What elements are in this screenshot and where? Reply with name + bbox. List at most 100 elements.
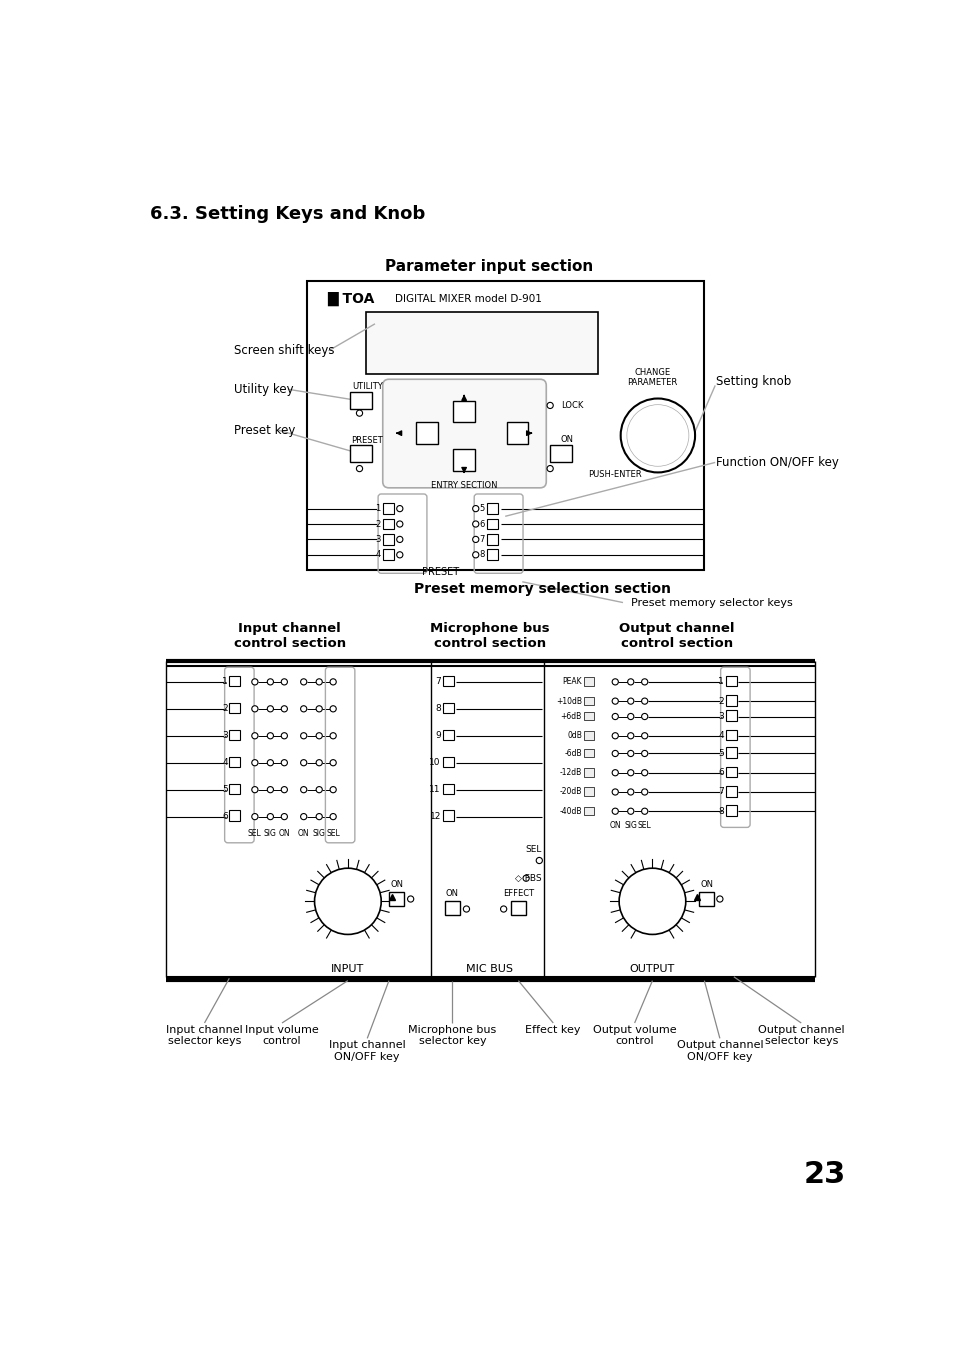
Bar: [583, 748, 594, 758]
Circle shape: [612, 698, 618, 704]
Bar: [725, 786, 736, 797]
Circle shape: [252, 786, 257, 793]
Text: 7: 7: [479, 535, 484, 544]
Text: 8: 8: [479, 550, 484, 559]
Text: Preset key: Preset key: [233, 424, 295, 436]
Circle shape: [252, 732, 257, 739]
Bar: [229, 784, 240, 794]
Text: +10dB: +10dB: [556, 697, 581, 705]
Circle shape: [300, 678, 307, 685]
Text: Screen shift keys: Screen shift keys: [233, 345, 335, 357]
Circle shape: [627, 698, 633, 704]
Bar: [229, 730, 240, 740]
Bar: [699, 892, 714, 907]
Bar: [506, 423, 528, 444]
Circle shape: [356, 466, 362, 471]
Bar: [443, 730, 454, 740]
Bar: [510, 901, 525, 915]
Text: Input channel
control section: Input channel control section: [233, 621, 345, 650]
Circle shape: [472, 551, 478, 558]
Circle shape: [627, 678, 633, 685]
Bar: [382, 550, 394, 561]
Circle shape: [641, 750, 647, 757]
Circle shape: [356, 411, 362, 416]
Text: Output channel
control section: Output channel control section: [618, 621, 734, 650]
Text: ON: ON: [297, 830, 309, 838]
Bar: [229, 703, 240, 713]
Circle shape: [315, 732, 322, 739]
Text: -20dB: -20dB: [559, 788, 581, 797]
Circle shape: [315, 705, 322, 712]
Text: ON: ON: [700, 880, 713, 889]
Circle shape: [641, 808, 647, 815]
Circle shape: [315, 786, 322, 793]
Circle shape: [716, 896, 722, 902]
Text: SIG: SIG: [623, 821, 637, 831]
Bar: [444, 901, 459, 915]
Text: Preset memory selection section: Preset memory selection section: [414, 582, 670, 597]
Bar: [229, 676, 240, 686]
Text: 3: 3: [222, 731, 228, 740]
Text: 8: 8: [435, 704, 440, 713]
Circle shape: [281, 678, 287, 685]
Circle shape: [281, 732, 287, 739]
Text: DIGITAL MIXER model D-901: DIGITAL MIXER model D-901: [395, 295, 541, 304]
Text: 6: 6: [718, 769, 723, 777]
Circle shape: [500, 907, 506, 912]
Text: 4: 4: [375, 550, 380, 559]
Bar: [229, 757, 240, 767]
Circle shape: [546, 466, 553, 471]
Bar: [725, 747, 736, 758]
Circle shape: [300, 759, 307, 766]
Circle shape: [330, 705, 335, 712]
Text: ON: ON: [560, 435, 574, 444]
Text: -6dB: -6dB: [564, 748, 581, 758]
Text: OUTPUT: OUTPUT: [629, 965, 675, 974]
Bar: [725, 766, 736, 777]
Bar: [350, 444, 372, 462]
Text: 10: 10: [429, 758, 440, 767]
Circle shape: [252, 759, 257, 766]
Text: Function ON/OFF key: Function ON/OFF key: [716, 455, 838, 469]
Circle shape: [463, 907, 469, 912]
Circle shape: [330, 732, 335, 739]
Circle shape: [330, 813, 335, 820]
Text: 1: 1: [375, 504, 380, 513]
Text: ◇ FBS: ◇ FBS: [515, 874, 541, 882]
Circle shape: [612, 732, 618, 739]
Text: 5: 5: [718, 748, 723, 758]
Bar: [725, 730, 736, 740]
Text: Output volume
control: Output volume control: [592, 1024, 676, 1046]
Bar: [583, 712, 594, 720]
Circle shape: [267, 678, 274, 685]
Circle shape: [536, 858, 542, 863]
Bar: [443, 784, 454, 794]
Circle shape: [300, 813, 307, 820]
Text: 7: 7: [718, 788, 723, 797]
Circle shape: [472, 536, 478, 543]
Circle shape: [641, 698, 647, 704]
Circle shape: [281, 786, 287, 793]
Circle shape: [641, 732, 647, 739]
Circle shape: [612, 808, 618, 815]
Bar: [550, 446, 571, 462]
Text: EFFECT: EFFECT: [502, 889, 534, 898]
Bar: [725, 711, 736, 721]
Circle shape: [627, 713, 633, 720]
Bar: [725, 805, 736, 816]
Text: 2: 2: [222, 704, 228, 713]
Text: 4: 4: [222, 758, 228, 767]
Circle shape: [472, 505, 478, 512]
Text: PRESET: PRESET: [422, 567, 459, 577]
Circle shape: [612, 713, 618, 720]
Text: SIG: SIG: [264, 830, 276, 838]
Bar: [350, 392, 372, 408]
Circle shape: [641, 770, 647, 775]
Text: Microphone bus
control section: Microphone bus control section: [430, 621, 549, 650]
Text: 6: 6: [479, 520, 484, 528]
Text: 5: 5: [479, 504, 484, 513]
Bar: [443, 703, 454, 713]
Circle shape: [627, 732, 633, 739]
FancyBboxPatch shape: [382, 380, 546, 488]
Text: Input channel
ON/OFF key: Input channel ON/OFF key: [329, 1040, 405, 1062]
